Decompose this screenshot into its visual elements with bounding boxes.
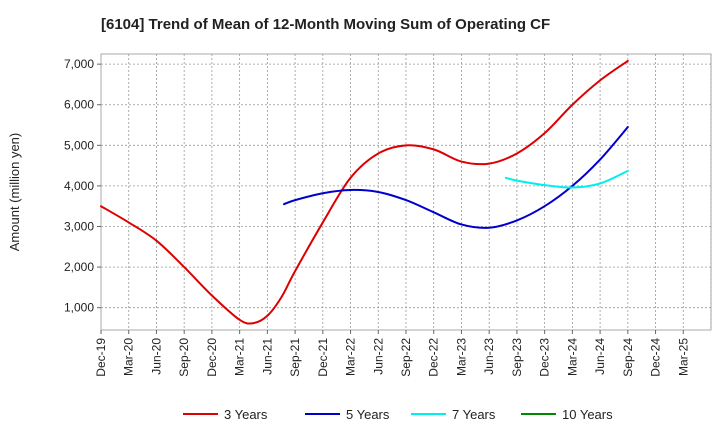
x-tick-label: Mar-22 xyxy=(344,338,358,376)
y-axis-ticks: 1,000 2,000 3,000 4,000 5,000 6,000 7,000 xyxy=(64,57,101,315)
y-tick-label: 5,000 xyxy=(64,138,94,152)
x-tick-label: Mar-20 xyxy=(122,338,136,376)
x-tick-label: Mar-23 xyxy=(454,338,468,376)
x-tick-label: Mar-25 xyxy=(676,338,690,376)
legend-label-7-years: 7 Years xyxy=(452,407,496,422)
x-tick-label: Dec-20 xyxy=(205,338,219,377)
y-tick-label: 6,000 xyxy=(64,98,94,112)
chart-title: [6104] Trend of Mean of 12-Month Moving … xyxy=(101,16,550,33)
y-tick-label: 2,000 xyxy=(64,260,94,274)
series-line-3-years xyxy=(100,59,629,325)
series-lines xyxy=(100,59,629,325)
legend: 3 Years 5 Years 7 Years 10 Years xyxy=(183,407,613,422)
x-tick-label: Jun-24 xyxy=(593,338,607,375)
legend-label-5-years: 5 Years xyxy=(346,407,390,422)
y-tick-label: 1,000 xyxy=(64,301,94,315)
x-tick-label: Jun-20 xyxy=(149,338,163,375)
x-tick-label: Sep-23 xyxy=(510,338,524,377)
x-tick-label: Sep-24 xyxy=(621,338,635,377)
x-tick-label: Mar-24 xyxy=(565,338,579,376)
x-tick-label: Sep-21 xyxy=(288,338,302,377)
y-axis-label: Amount (million yen) xyxy=(7,133,22,252)
x-axis-ticks: Dec-19 Mar-20 Jun-20 Sep-20 Dec-20 Mar-21 Jun-… xyxy=(94,330,690,377)
x-tick-label: Jun-22 xyxy=(371,338,385,375)
y-tick-label: 4,000 xyxy=(64,179,94,193)
x-tick-label: Jun-21 xyxy=(260,338,274,375)
x-tick-label: Dec-22 xyxy=(427,338,441,377)
y-tick-label: 3,000 xyxy=(64,220,94,234)
y-tick-label: 7,000 xyxy=(64,57,94,71)
x-tick-label: Jun-23 xyxy=(482,338,496,375)
legend-label-10-years: 10 Years xyxy=(562,407,613,422)
x-tick-label: Dec-23 xyxy=(538,338,552,377)
series-line-7-years xyxy=(504,169,629,189)
x-tick-label: Dec-24 xyxy=(649,338,663,377)
x-tick-label: Dec-19 xyxy=(94,338,108,377)
legend-label-3-years: 3 Years xyxy=(224,407,268,422)
x-tick-label: Mar-21 xyxy=(233,338,247,376)
x-tick-label: Sep-20 xyxy=(177,338,191,377)
x-tick-label: Dec-21 xyxy=(316,338,330,377)
x-tick-label: Sep-22 xyxy=(399,338,413,377)
